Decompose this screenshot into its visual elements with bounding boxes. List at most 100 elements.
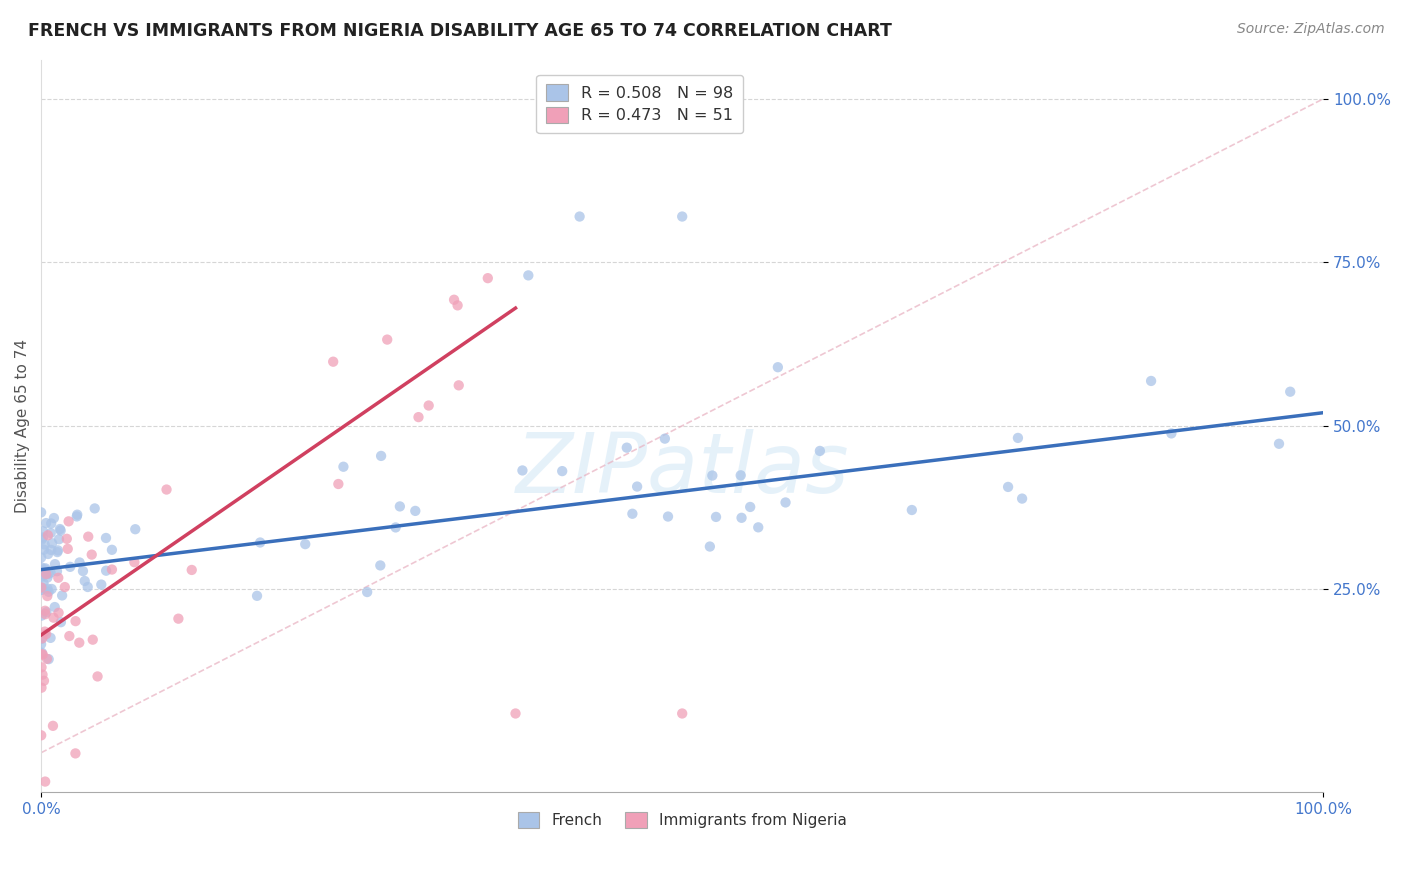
Point — [418, 399, 440, 413]
Point — [404, 504, 426, 518]
Point — [446, 298, 468, 312]
Point — [65, 614, 87, 628]
Point — [39, 542, 62, 557]
Point — [31, 646, 53, 660]
Point — [32, 576, 55, 591]
Point — [654, 432, 676, 446]
Point — [49, 615, 72, 630]
Point — [551, 464, 574, 478]
Point — [517, 268, 540, 283]
Point — [44, 600, 66, 615]
Point — [124, 522, 146, 536]
Point — [30, 581, 52, 595]
Point — [39, 631, 62, 645]
Point — [44, 557, 66, 571]
Point — [35, 652, 58, 666]
Point — [35, 627, 58, 641]
Point — [37, 571, 59, 585]
Point — [37, 582, 59, 596]
Point — [671, 706, 693, 721]
Point — [32, 531, 55, 545]
Point — [328, 477, 350, 491]
Point — [332, 459, 354, 474]
Point — [375, 333, 398, 347]
Point — [56, 532, 79, 546]
Point — [1160, 426, 1182, 441]
Point — [30, 550, 52, 565]
Point — [1268, 437, 1291, 451]
Point — [32, 567, 55, 582]
Point — [30, 582, 52, 597]
Point — [30, 570, 52, 584]
Point — [124, 555, 146, 569]
Point — [39, 516, 62, 531]
Point — [48, 533, 70, 547]
Point — [1011, 491, 1033, 506]
Point — [67, 635, 90, 649]
Point — [72, 564, 94, 578]
Point — [512, 463, 534, 477]
Point — [997, 480, 1019, 494]
Point — [48, 606, 70, 620]
Text: ZIPatlas: ZIPatlas — [516, 429, 849, 510]
Point — [66, 508, 89, 522]
Point — [322, 354, 344, 368]
Point — [30, 632, 52, 646]
Point — [31, 667, 53, 681]
Point — [730, 511, 752, 525]
Point — [31, 648, 53, 662]
Point — [31, 648, 53, 662]
Point — [42, 511, 65, 525]
Point — [621, 507, 644, 521]
Point — [31, 632, 53, 646]
Point — [505, 706, 527, 721]
Point — [384, 520, 406, 534]
Point — [32, 673, 55, 688]
Point — [41, 536, 63, 550]
Point — [39, 526, 62, 541]
Point — [31, 608, 53, 623]
Point — [155, 483, 177, 497]
Point — [370, 449, 392, 463]
Point — [82, 632, 104, 647]
Point — [180, 563, 202, 577]
Point — [32, 542, 55, 557]
Point — [30, 505, 52, 519]
Point — [616, 441, 638, 455]
Point — [447, 378, 470, 392]
Text: FRENCH VS IMMIGRANTS FROM NIGERIA DISABILITY AGE 65 TO 74 CORRELATION CHART: FRENCH VS IMMIGRANTS FROM NIGERIA DISABI… — [28, 22, 891, 40]
Point — [246, 589, 269, 603]
Point — [59, 559, 82, 574]
Legend: French, Immigrants from Nigeria: French, Immigrants from Nigeria — [510, 805, 855, 836]
Point — [69, 556, 91, 570]
Point — [77, 530, 100, 544]
Point — [699, 540, 721, 554]
Point — [94, 531, 117, 545]
Point — [80, 548, 103, 562]
Point — [730, 468, 752, 483]
Point — [30, 728, 52, 742]
Text: Source: ZipAtlas.com: Source: ZipAtlas.com — [1237, 22, 1385, 37]
Point — [30, 637, 52, 651]
Point — [58, 629, 80, 643]
Point — [766, 360, 789, 375]
Point — [30, 533, 52, 547]
Point — [90, 577, 112, 591]
Point — [671, 210, 693, 224]
Point — [368, 558, 391, 573]
Point — [34, 537, 56, 551]
Point — [46, 564, 69, 578]
Point — [42, 610, 65, 624]
Point — [51, 589, 73, 603]
Point — [76, 580, 98, 594]
Point — [626, 479, 648, 493]
Point — [388, 500, 411, 514]
Point — [657, 509, 679, 524]
Point — [294, 537, 316, 551]
Point — [901, 503, 924, 517]
Point — [32, 524, 55, 539]
Point — [65, 747, 87, 761]
Point — [30, 560, 52, 574]
Point — [49, 522, 72, 536]
Point — [34, 774, 56, 789]
